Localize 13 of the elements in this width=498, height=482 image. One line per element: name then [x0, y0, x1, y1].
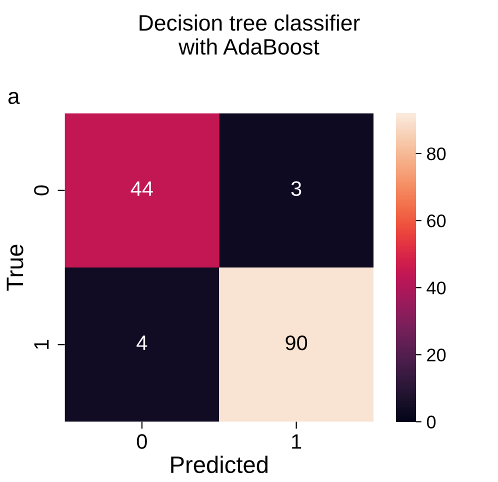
color-bar-label: 40	[426, 282, 446, 294]
y-axis-title: True	[6, 244, 24, 291]
data-label: 90	[286, 335, 308, 350]
color-bar-label: 0	[426, 416, 436, 428]
data-label: 3	[291, 181, 302, 196]
chart-title: Decision tree classifier with AdaBoost	[140, 14, 360, 55]
data-label: 44	[130, 181, 153, 196]
x-axis-title: Predicted	[171, 456, 268, 474]
color-bar-label: 20	[427, 348, 446, 362]
color-bar-label: 60	[427, 214, 446, 228]
data-label: 4	[136, 336, 148, 350]
text: a	[8, 92, 20, 104]
color-bar-label: 80	[427, 147, 446, 160]
